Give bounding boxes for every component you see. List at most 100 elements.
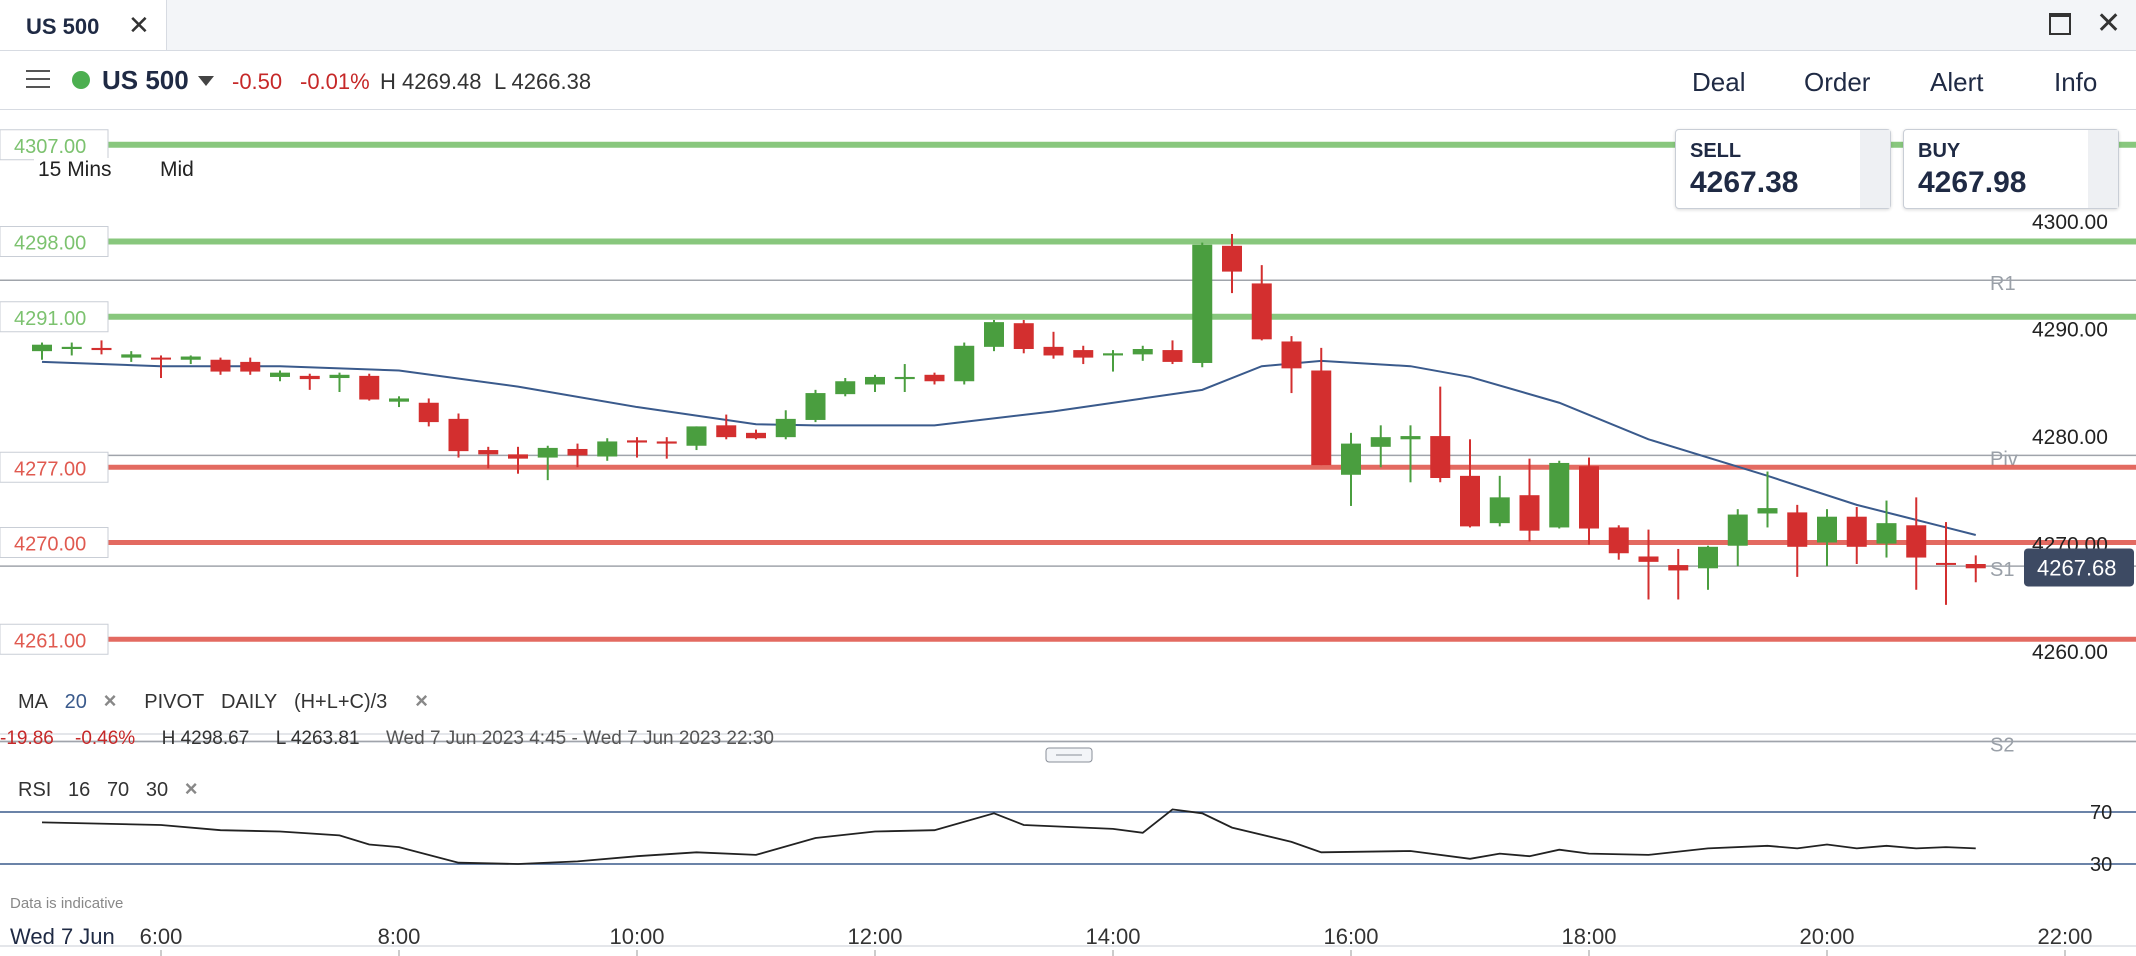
candle-body — [716, 425, 737, 438]
price-type-selector[interactable]: Mid — [156, 158, 198, 182]
candle-body — [1906, 525, 1927, 558]
x-tick-label: 18:00 — [1561, 924, 1616, 949]
date-label: Wed 7 Jun — [10, 924, 115, 949]
candle-body — [746, 432, 766, 439]
x-tick-label: 6:00 — [140, 924, 183, 949]
candle-body — [299, 375, 320, 380]
price-chart[interactable]: R1PivS1S24307.004298.004291.004277.00427… — [0, 110, 2136, 956]
tab-bar: US 500 ✕ ✕ — [0, 0, 2136, 51]
pivot-label: R1 — [1990, 273, 2016, 295]
tab-us500[interactable]: US 500 ✕ — [0, 0, 167, 50]
candle-body — [61, 346, 82, 349]
buy-button[interactable]: BUY 4267.98 — [1903, 129, 2119, 209]
candle-body — [240, 361, 261, 372]
ma-line — [41, 359, 1976, 536]
candle-body — [1222, 245, 1242, 272]
maximize-icon[interactable] — [2049, 13, 2071, 35]
candle-body — [448, 418, 469, 452]
alert-label: 4298.00 — [14, 233, 86, 255]
deal-button[interactable]: Deal — [1692, 67, 1746, 97]
remove-rsi-icon[interactable]: × — [184, 776, 198, 801]
rsi-period[interactable]: 16 — [68, 779, 91, 801]
candle-body — [1281, 341, 1302, 369]
sell-button[interactable]: SELL 4267.38 — [1675, 129, 1891, 209]
timeframe-selector[interactable]: 15 Mins — [34, 158, 116, 182]
x-tick-label: 8:00 — [378, 924, 421, 949]
alert-tag — [0, 226, 109, 257]
candle-body — [1876, 523, 1897, 544]
rsi-upper[interactable]: 70 — [106, 779, 130, 801]
candle-body — [121, 354, 142, 358]
candle-body — [1162, 350, 1183, 362]
rsi-lower[interactable]: 30 — [145, 779, 169, 801]
current-price-marker — [2024, 548, 2134, 587]
pivot-label: PIVOT — [144, 691, 205, 713]
candle-body — [1936, 562, 1956, 565]
y-tick-label: 4290.00 — [2032, 319, 2108, 342]
candle-body — [1430, 436, 1451, 478]
candle-body — [1400, 436, 1421, 440]
hamburger-menu-icon[interactable] — [26, 70, 50, 88]
candle-body — [1013, 323, 1034, 349]
buy-label: BUY — [1918, 140, 1961, 162]
y-tick-label: 4300.00 — [2032, 211, 2108, 234]
candle-body — [91, 347, 112, 351]
rsi-line — [41, 808, 1976, 865]
price-change-pct: -0.01% — [300, 69, 370, 94]
candle-body — [924, 374, 945, 382]
pivot-label: S2 — [1990, 734, 2014, 756]
candle-body — [1489, 497, 1510, 524]
candle-body — [984, 322, 1004, 347]
candle-body — [1787, 512, 1808, 547]
candle-body — [1073, 350, 1094, 358]
alert-tag — [0, 527, 109, 558]
candle-body — [597, 441, 618, 457]
order-button[interactable]: Order — [1804, 67, 1871, 97]
y-tick-label: 4280.00 — [2032, 426, 2108, 449]
candle-body — [389, 398, 409, 402]
pivot-period[interactable]: DAILY — [220, 691, 278, 713]
candle-body — [627, 440, 647, 443]
alert-label: 4291.00 — [14, 308, 86, 330]
candle-body — [329, 374, 350, 379]
instrument-selector[interactable]: US 500 — [102, 65, 189, 95]
tab-title: US 500 — [26, 14, 100, 39]
y-tick-label: 4260.00 — [2032, 641, 2108, 664]
session-high: H 4298.67 — [161, 728, 250, 749]
candle-body — [270, 372, 290, 377]
alert-button[interactable]: Alert — [1930, 67, 1984, 97]
candle-body — [656, 441, 677, 444]
alert-tag — [0, 301, 109, 333]
session-range: Wed 7 Jun 2023 4:45 - Wed 7 Jun 2023 22:… — [385, 728, 774, 749]
candle-body — [894, 376, 915, 380]
candle-body — [567, 448, 588, 456]
session-change: -19.86 — [0, 728, 54, 749]
price-change: -0.50 — [232, 69, 283, 94]
candle-body — [1460, 475, 1480, 527]
market-status-icon — [72, 71, 90, 89]
candle-body — [32, 344, 52, 352]
chevron-down-icon[interactable] — [198, 76, 214, 86]
pivot-formula: (H+L+C)/3 — [293, 691, 388, 713]
sell-price: 4267.38 — [1690, 166, 1799, 199]
window-close-icon[interactable]: ✕ — [2096, 7, 2122, 40]
x-tick-label: 20:00 — [1799, 924, 1854, 949]
info-button[interactable]: Info — [2054, 67, 2098, 97]
candle-body — [1727, 514, 1748, 546]
rsi-os-label: 30 — [2090, 854, 2112, 876]
x-tick-label: 12:00 — [847, 924, 902, 949]
indicator-legend: MA 20 × PIVOT DAILY (H+L+C)/3 × — [18, 688, 428, 714]
candle-body — [1519, 495, 1540, 531]
candle-body — [1668, 565, 1689, 571]
alert-tag — [0, 623, 109, 655]
ma-period[interactable]: 20 — [64, 691, 87, 713]
candle-body — [835, 381, 856, 395]
remove-pivot-icon[interactable]: × — [415, 688, 428, 713]
rsi-ob-label: 70 — [2090, 802, 2112, 824]
rsi-label: RSI — [18, 779, 52, 801]
close-icon[interactable]: ✕ — [128, 10, 150, 40]
remove-ma-icon[interactable]: × — [103, 688, 117, 713]
candle-body — [954, 345, 975, 382]
alert-label: 4261.00 — [14, 630, 86, 652]
ma-label: MA — [18, 691, 48, 713]
